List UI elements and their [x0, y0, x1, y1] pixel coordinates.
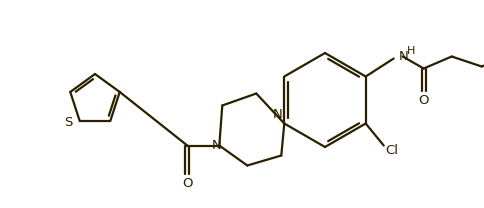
Text: N: N	[272, 109, 282, 121]
Text: O: O	[418, 94, 428, 107]
Text: H: H	[406, 46, 414, 56]
Text: N: N	[211, 139, 221, 152]
Text: S: S	[64, 115, 73, 129]
Text: N: N	[398, 50, 408, 63]
Text: O: O	[182, 177, 192, 190]
Text: Cl: Cl	[384, 144, 397, 157]
